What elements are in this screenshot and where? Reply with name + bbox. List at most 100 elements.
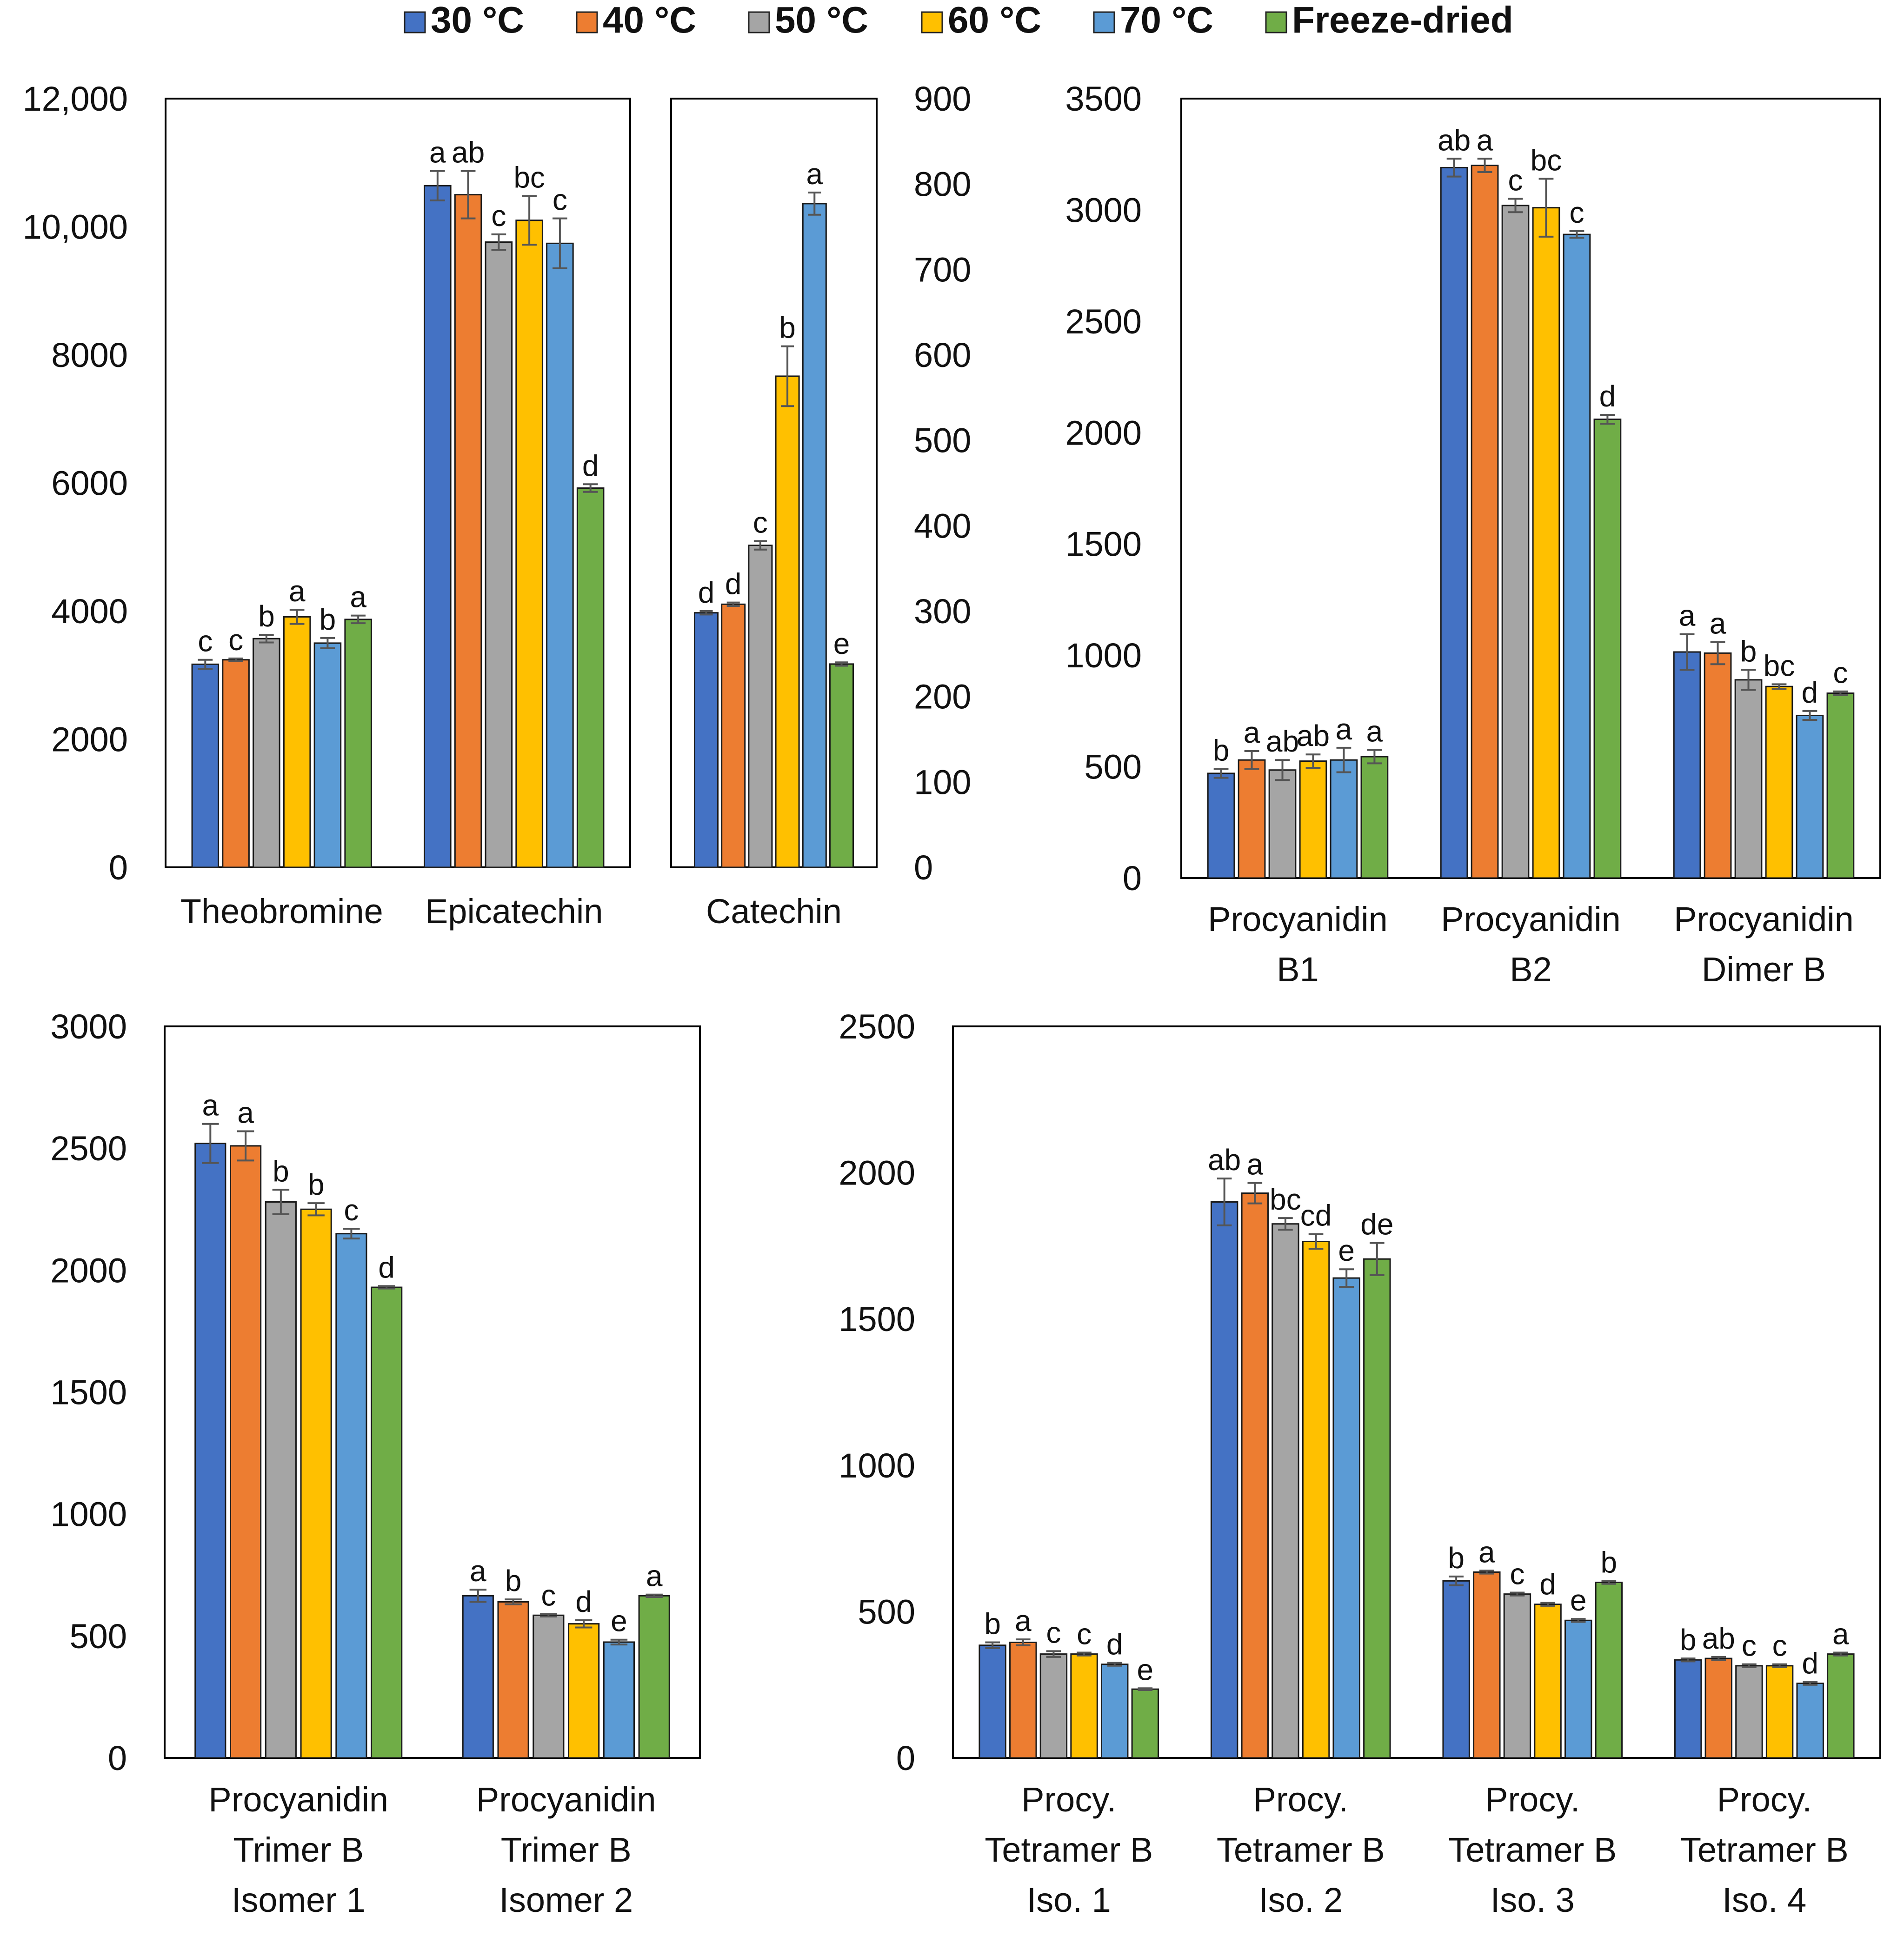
bar (1272, 1223, 1299, 1759)
legend-label: 50 °C (775, 0, 868, 40)
y-tick-label: 800 (914, 165, 971, 204)
significance-letter: b (273, 1154, 289, 1188)
bar (344, 619, 372, 868)
significance-letter: a (1244, 716, 1260, 749)
bar (1471, 165, 1499, 879)
y-tick-label: 2500 (839, 1007, 915, 1046)
bar (1532, 207, 1560, 879)
bar (1826, 692, 1855, 879)
significance-letter: b (779, 311, 796, 345)
significance-letter: a (806, 157, 823, 191)
significance-letter: ab (1438, 123, 1471, 157)
y-tick-label: 0 (1123, 859, 1142, 898)
significance-letter: a (470, 1554, 486, 1588)
significance-letter: e (833, 627, 850, 660)
bar (1534, 1604, 1562, 1759)
category-label: Procyanidin (1674, 900, 1854, 938)
plot-frame (164, 1025, 701, 1759)
plot-frame (670, 98, 878, 868)
category-label: Procyanidin (1208, 900, 1388, 938)
y-tick-label: 500 (914, 421, 971, 460)
bar (802, 203, 827, 868)
bar (300, 1208, 332, 1759)
significance-letter: a (1366, 715, 1383, 748)
y-tick-label: 6000 (51, 464, 128, 503)
category-label: Tetramer B (1448, 1830, 1617, 1869)
significance-letter: c (1046, 1616, 1061, 1649)
bar (576, 487, 605, 868)
bar (283, 616, 311, 868)
significance-letter: e (1570, 1584, 1587, 1617)
bar (1268, 769, 1297, 879)
y-tick-label: 500 (858, 1592, 915, 1631)
bar (1595, 1581, 1623, 1759)
bar (1070, 1653, 1098, 1759)
bar (454, 194, 482, 868)
bar (313, 642, 342, 868)
y-tick-label: 8000 (51, 336, 128, 374)
category-label: Iso. 2 (1258, 1881, 1343, 1919)
bar (1207, 772, 1235, 879)
bar (1704, 652, 1732, 879)
bar (1302, 1240, 1330, 1759)
bar (1299, 760, 1327, 879)
significance-letter: bc (1764, 649, 1795, 682)
y-tick-label: 0 (914, 848, 933, 887)
significance-letter: b (1740, 634, 1757, 668)
significance-letter: a (1478, 1535, 1495, 1569)
y-tick-label: 400 (914, 506, 971, 545)
y-tick-label: 900 (914, 80, 971, 118)
significance-letter: e (1137, 1653, 1154, 1686)
significance-letter: d (698, 576, 715, 609)
bar (253, 638, 280, 868)
significance-letter: b (258, 599, 275, 633)
bar (1009, 1641, 1037, 1759)
category-label: Tetramer B (1680, 1830, 1849, 1869)
significance-letter: a (429, 136, 446, 169)
bar (1735, 1665, 1763, 1759)
category-label: B2 (1510, 950, 1552, 989)
bar (1100, 1664, 1129, 1759)
y-tick-label: 1500 (50, 1373, 127, 1412)
significance-letter: de (1360, 1208, 1393, 1241)
significance-letter: a (646, 1559, 663, 1593)
y-tick-label: 700 (914, 250, 971, 289)
y-tick-label: 1000 (1065, 636, 1142, 675)
significance-letter: d (575, 1585, 592, 1618)
category-label: Iso. 4 (1722, 1881, 1806, 1919)
bar (1360, 756, 1389, 879)
category-label: Iso. 1 (1027, 1881, 1111, 1919)
bar (693, 612, 719, 868)
bar (1238, 759, 1266, 879)
bar (424, 185, 452, 868)
category-label: Epicatechin (425, 892, 603, 931)
significance-letter: ab (1266, 725, 1299, 758)
bar (1674, 1659, 1702, 1759)
bar (603, 1641, 635, 1759)
category-label: Trimer B (501, 1830, 632, 1869)
category-label: Catechin (706, 892, 842, 931)
significance-letter: c (1508, 163, 1523, 197)
bar (1039, 1653, 1068, 1759)
bar (462, 1595, 494, 1759)
category-label: Tetramer B (1217, 1830, 1385, 1869)
y-tick-label: 600 (914, 336, 971, 374)
category-label: Tetramer B (985, 1830, 1153, 1869)
significance-letter: a (289, 574, 306, 608)
legend-label: 40 °C (603, 0, 696, 40)
y-tick-label: 3000 (1065, 191, 1142, 229)
bar (568, 1623, 600, 1759)
plot-frame (165, 98, 631, 868)
legend-swatch (748, 11, 770, 33)
legend-label: 30 °C (431, 0, 524, 40)
bar (230, 1145, 262, 1759)
bar (1673, 651, 1701, 879)
significance-letter: c (491, 199, 506, 233)
category-label: Procy. (1253, 1780, 1348, 1819)
bar (1734, 679, 1763, 879)
